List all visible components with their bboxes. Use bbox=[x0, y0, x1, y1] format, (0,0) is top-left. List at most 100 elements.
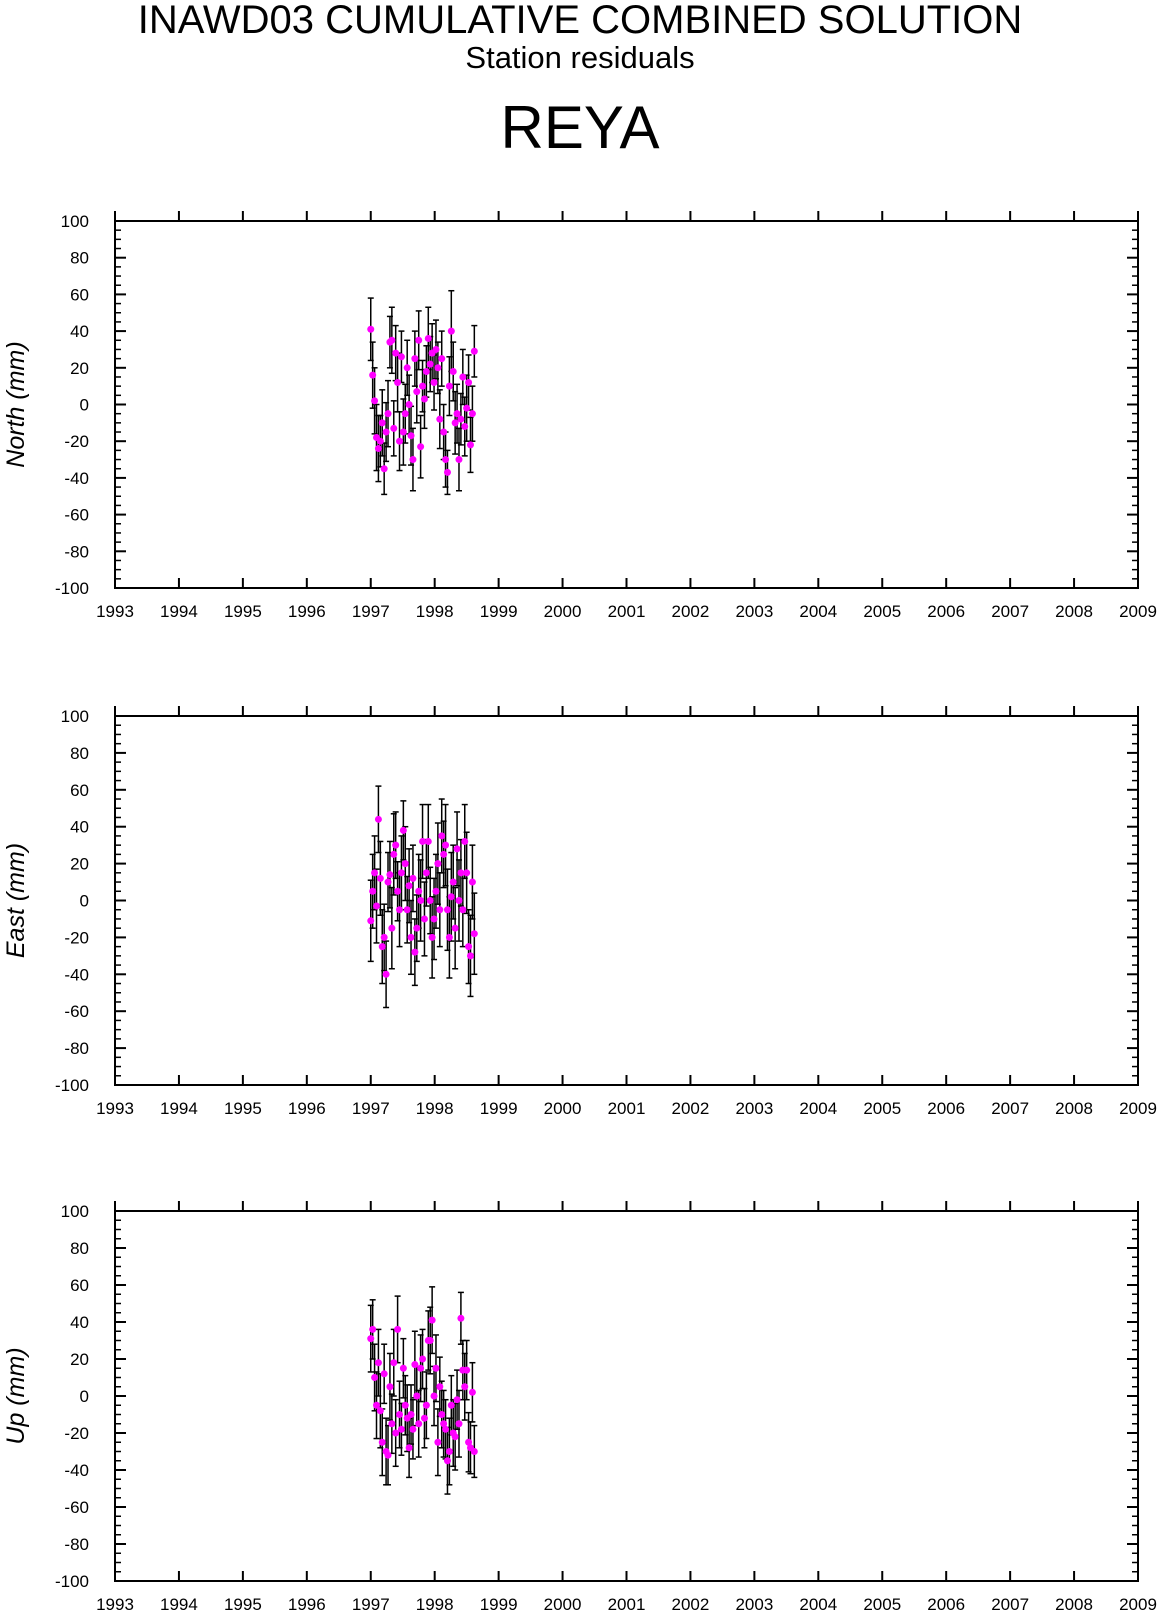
data-point bbox=[415, 336, 423, 344]
data-point bbox=[396, 906, 404, 914]
data-point bbox=[396, 1411, 404, 1418]
data-point bbox=[445, 1448, 453, 1455]
y-tick-label: -60 bbox=[64, 506, 89, 525]
y-tick-label: -80 bbox=[64, 1039, 89, 1058]
data-point bbox=[463, 1366, 471, 1374]
y-tick-label: 20 bbox=[70, 1350, 89, 1369]
y-tick-label: -20 bbox=[64, 1424, 89, 1443]
data-point bbox=[470, 347, 478, 355]
y-tick-label: -40 bbox=[64, 965, 89, 984]
data-point bbox=[384, 878, 392, 886]
data-point bbox=[442, 1425, 450, 1433]
data-point bbox=[386, 871, 394, 879]
y-tick-label: -100 bbox=[55, 579, 89, 598]
y-tick-label: 0 bbox=[80, 396, 89, 415]
x-tick-label: 2004 bbox=[799, 602, 837, 621]
data-point bbox=[440, 428, 448, 436]
data-point bbox=[394, 1325, 402, 1333]
data-point bbox=[374, 1359, 382, 1367]
data-point bbox=[442, 456, 450, 464]
data-point bbox=[371, 869, 379, 877]
x-tick-label: 1995 bbox=[224, 1595, 262, 1614]
data-point bbox=[468, 410, 476, 418]
data-point bbox=[445, 933, 453, 941]
data-point bbox=[436, 1383, 444, 1391]
data-point bbox=[447, 893, 455, 901]
x-tick-label: 2003 bbox=[735, 1099, 773, 1118]
data-point bbox=[432, 887, 440, 895]
data-point bbox=[426, 1337, 434, 1344]
data-point bbox=[388, 924, 396, 932]
data-point bbox=[394, 378, 402, 386]
y-tick-label: -80 bbox=[64, 1535, 89, 1554]
data-point bbox=[432, 1364, 440, 1372]
x-tick-label: 2001 bbox=[608, 1099, 646, 1118]
x-tick-label: 2000 bbox=[544, 1099, 582, 1118]
data-point bbox=[451, 1433, 459, 1441]
x-tick-label: 2008 bbox=[1055, 1595, 1093, 1614]
data-point bbox=[415, 1420, 423, 1428]
data-point bbox=[371, 1374, 379, 1381]
y-tick-label: 80 bbox=[70, 249, 89, 268]
x-tick-label: 1998 bbox=[416, 1595, 454, 1614]
chart-subtitle: Station residuals bbox=[465, 40, 695, 75]
x-tick-label: 2008 bbox=[1055, 1099, 1093, 1118]
data-point bbox=[438, 832, 446, 840]
data-point bbox=[407, 933, 415, 941]
data-point bbox=[420, 915, 428, 923]
x-tick-label: 1994 bbox=[160, 1099, 198, 1118]
x-tick-label: 1998 bbox=[416, 1099, 454, 1118]
data-point bbox=[451, 924, 459, 932]
y-tick-label: 40 bbox=[70, 322, 89, 341]
data-point bbox=[470, 930, 478, 938]
x-tick-label: 1994 bbox=[160, 602, 198, 621]
x-tick-label: 2009 bbox=[1119, 1595, 1157, 1614]
data-point bbox=[397, 1425, 405, 1433]
x-tick-label: 2005 bbox=[863, 1099, 901, 1118]
data-point bbox=[424, 334, 432, 342]
x-tick-label: 2006 bbox=[927, 602, 965, 621]
data-point bbox=[465, 943, 473, 951]
data-point bbox=[376, 874, 384, 882]
data-point bbox=[415, 887, 423, 895]
data-point bbox=[397, 869, 405, 877]
y-axis-title: North (mm) bbox=[2, 341, 30, 467]
data-point bbox=[457, 869, 465, 877]
data-point bbox=[465, 1438, 473, 1446]
data-point bbox=[401, 410, 409, 418]
y-tick-label: 100 bbox=[61, 1202, 89, 1221]
x-tick-label: 1995 bbox=[224, 1099, 262, 1118]
data-point bbox=[382, 970, 390, 978]
data-point bbox=[457, 1314, 465, 1322]
data-point bbox=[413, 388, 421, 396]
data-point bbox=[384, 1451, 392, 1459]
data-point bbox=[413, 1392, 421, 1400]
data-point bbox=[466, 441, 474, 449]
data-point bbox=[407, 1411, 415, 1418]
x-tick-label: 2009 bbox=[1119, 1099, 1157, 1118]
x-tick-label: 1993 bbox=[96, 1595, 134, 1614]
y-tick-label: 0 bbox=[80, 1387, 89, 1406]
data-point bbox=[443, 906, 451, 914]
plot-frame bbox=[114, 220, 1139, 589]
y-tick-label: -20 bbox=[64, 432, 89, 451]
data-point bbox=[461, 1383, 469, 1391]
data-point bbox=[369, 887, 377, 895]
data-point bbox=[436, 906, 444, 914]
x-tick-label: 2007 bbox=[991, 1595, 1029, 1614]
data-point bbox=[440, 850, 448, 858]
data-point bbox=[434, 364, 442, 372]
data-point bbox=[422, 869, 430, 877]
data-point bbox=[403, 364, 411, 372]
x-tick-label: 1996 bbox=[288, 602, 326, 621]
chart-title: INAWD03 CUMULATIVE COMBINED SOLUTION bbox=[137, 0, 1023, 42]
data-point bbox=[399, 826, 407, 834]
data-point bbox=[407, 432, 415, 440]
y-tick-label: 0 bbox=[80, 892, 89, 911]
data-point bbox=[374, 815, 382, 823]
data-point bbox=[369, 1325, 377, 1333]
x-tick-label: 2005 bbox=[863, 602, 901, 621]
data-point bbox=[382, 428, 390, 436]
data-point bbox=[396, 437, 404, 445]
